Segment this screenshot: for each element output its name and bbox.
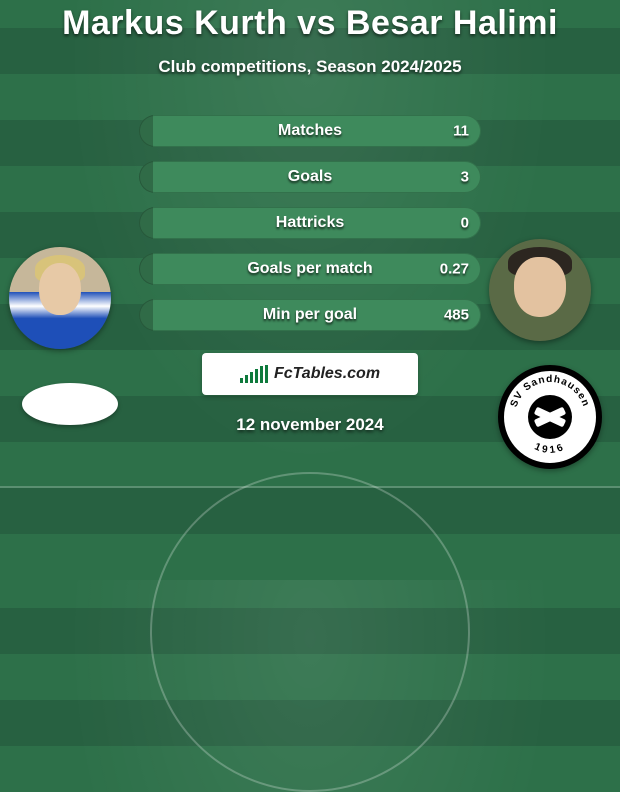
chart-icon-bar (260, 366, 263, 383)
player-right-club-badge: SV Sandhausen 1916 (498, 365, 602, 469)
stat-right-value: 0.27 (440, 261, 469, 278)
stat-pill: Goals per match 0.27 (139, 253, 481, 285)
stat-right-value: 485 (444, 307, 469, 324)
stat-pill: Goals 3 (139, 161, 481, 193)
stat-pill: Matches 11 (139, 115, 481, 147)
stat-fill (139, 207, 153, 239)
page-title: Markus Kurth vs Besar Halimi (0, 0, 620, 43)
attribution-label: FcTables.com (274, 365, 380, 383)
stat-label: Min per goal (263, 306, 357, 324)
player-left-avatar (9, 247, 111, 349)
club-badge-center-icon (528, 395, 572, 439)
stat-fill (139, 115, 153, 147)
field-center-circle (150, 472, 470, 792)
stats-list: Matches 11 Goals 3 Hattricks 0 Goals per match… (139, 115, 481, 331)
stat-fill (139, 161, 153, 193)
chart-icon-bar (250, 372, 253, 383)
club-year-arc: 1916 (533, 441, 568, 456)
attribution-box: FcTables.com (202, 353, 418, 395)
stat-right-value: 0 (461, 215, 469, 232)
chart-icon-bar (240, 378, 243, 383)
chart-icon-bar (255, 369, 258, 383)
stat-pill: Hattricks 0 (139, 207, 481, 239)
stat-fill (139, 299, 153, 331)
avatar-head (514, 257, 566, 317)
stat-right-value: 11 (453, 123, 469, 140)
chart-icon-bar (245, 375, 248, 383)
stat-label: Hattricks (276, 214, 344, 232)
player-right-avatar (489, 239, 591, 341)
field-half-line (0, 486, 620, 488)
stat-label: Goals (288, 168, 332, 186)
stat-label: Matches (278, 122, 342, 140)
stat-right-value: 3 (461, 169, 469, 186)
svg-text:1916: 1916 (533, 441, 568, 456)
comparison-content: SV Sandhausen 1916 Matches11Goals3Hattri… (0, 115, 620, 435)
chart-icon-bar (265, 365, 268, 383)
stat-pill: Min per goal 485 (139, 299, 481, 331)
stat-label: Goals per match (247, 260, 372, 278)
chart-icon (240, 365, 268, 383)
avatar-head (39, 263, 81, 315)
page-subtitle: Club competitions, Season 2024/2025 (0, 57, 620, 77)
stat-fill (139, 253, 153, 285)
player-left-club-badge (22, 383, 118, 425)
